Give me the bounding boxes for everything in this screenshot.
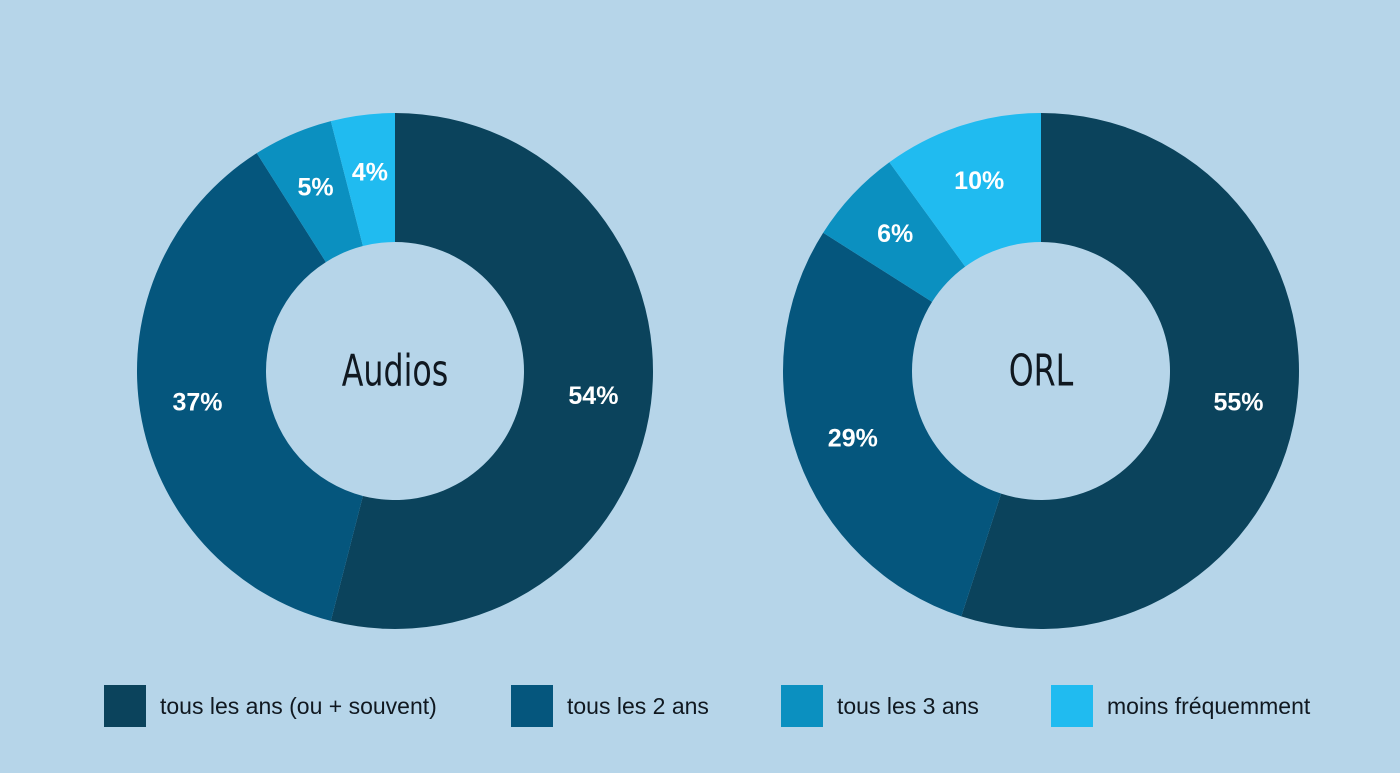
slice-label-orl-every-2-years: 29% <box>828 425 878 453</box>
slice-orl-every-3-years <box>823 162 966 302</box>
slice-audios-every-2-years <box>136 153 363 621</box>
slice-label-audios-less-often: 4% <box>352 159 388 187</box>
legend-label-every-3-years: tous les 3 ans <box>837 692 979 719</box>
legend-item-yearly: tous les ans (ou + souvent) <box>104 683 437 729</box>
legend-label-every-2-years: tous les 2 ans <box>567 692 709 719</box>
legend-item-less-often: moins fréquemment <box>1051 683 1310 729</box>
slice-orl-yearly <box>961 113 1300 629</box>
slice-label-audios-every-2-years: 37% <box>172 388 222 416</box>
slice-label-orl-yearly: 55% <box>1214 388 1264 416</box>
legend-item-every-3-years: tous les 3 ans <box>781 683 979 729</box>
slice-orl-every-2-years <box>783 232 1002 617</box>
legend-swatch-less-often <box>1051 685 1093 727</box>
legend-label-less-often: moins fréquemment <box>1107 692 1311 719</box>
chart-title-orl: ORL <box>1009 346 1074 397</box>
slice-label-orl-less-often: 10% <box>954 167 1004 195</box>
slice-label-audios-yearly: 54% <box>568 382 618 410</box>
slice-audios-every-3-years <box>256 121 363 263</box>
slice-label-audios-every-3-years: 5% <box>298 173 334 201</box>
legend-swatch-yearly <box>104 685 146 727</box>
legend-item-every-2-years: tous les 2 ans <box>511 683 709 729</box>
slice-label-orl-every-3-years: 6% <box>877 220 913 248</box>
legend-swatch-every-3-years <box>781 685 823 727</box>
legend-label-yearly: tous les ans (ou + souvent) <box>160 692 437 719</box>
donut-charts: 54% 37% 5% 4% Audios 55% 29% 6% 10% ORL <box>136 113 1300 629</box>
slice-audios-yearly <box>330 113 653 629</box>
legend-swatch-every-2-years <box>511 685 553 727</box>
legend: tous les ans (ou + souvent) tous les 2 a… <box>0 683 1400 729</box>
slice-audios-less-often <box>330 113 395 247</box>
chart-title-audios: Audios <box>342 346 448 397</box>
slice-orl-less-often <box>889 113 1041 267</box>
